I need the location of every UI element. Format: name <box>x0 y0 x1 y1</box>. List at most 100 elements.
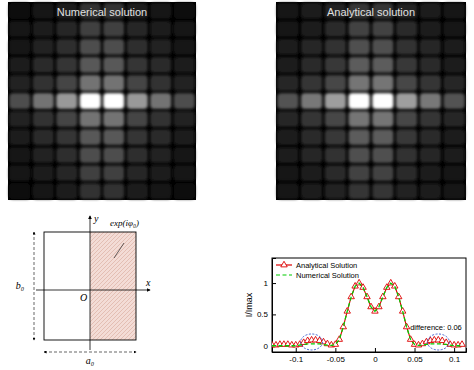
heatmap-cell <box>277 147 298 163</box>
phase-label: exp(iφ₀) <box>110 218 139 228</box>
heatmap-cell <box>174 75 195 91</box>
heatmap-cell <box>9 111 30 127</box>
heatmap-cell <box>80 75 101 91</box>
heatmap-cell <box>174 93 195 109</box>
heatmap-cell <box>9 165 30 181</box>
heatmap-cell <box>443 165 464 181</box>
heatmap-cell <box>150 57 171 73</box>
highlight-ellipse <box>301 334 323 350</box>
legend: Analytical SolutionNumerical Solution <box>276 261 359 280</box>
heatmap-cell <box>150 111 171 127</box>
x-tick-label: -0.05 <box>327 355 346 364</box>
heatmap-cell <box>348 39 369 55</box>
heatmap-cell <box>443 57 464 73</box>
heatmap-cell <box>301 147 322 163</box>
heatmap-cell <box>127 165 148 181</box>
heatmap-cell <box>420 129 441 145</box>
heatmap-cell <box>150 21 171 37</box>
heatmap-cell <box>325 147 346 163</box>
heatmap-cell <box>372 57 393 73</box>
heatmap-cell <box>150 129 171 145</box>
heatmap-cell <box>396 39 417 55</box>
heatmap-cell <box>33 111 54 127</box>
heatmap-cell <box>443 21 464 37</box>
heatmap-cell <box>80 111 101 127</box>
heatmap-cell <box>420 165 441 181</box>
height-label: b₀ <box>16 280 25 291</box>
heatmap-title: Numerical solution <box>57 6 147 18</box>
heatmap: Analytical solution <box>276 2 466 200</box>
heatmap-cell <box>174 183 195 199</box>
y-tick: 1 <box>264 279 276 288</box>
x-tick-label: 0.05 <box>407 355 423 364</box>
heatmap-cell <box>150 147 171 163</box>
phase-pointer <box>114 243 124 258</box>
heatmap-cell <box>277 21 298 37</box>
heatmap-cell <box>372 21 393 37</box>
y-tick-label: 1 <box>264 279 269 288</box>
heatmap-cell <box>325 93 346 109</box>
heatmap-cell <box>348 93 369 109</box>
x-tick: 0.1 <box>449 348 461 364</box>
heatmap-cell <box>277 183 298 199</box>
y-tick-mark <box>272 283 276 284</box>
plot-frame <box>272 258 466 352</box>
heatmap-cell <box>150 93 171 109</box>
heatmap-cell <box>80 93 101 109</box>
heatmap-cell <box>103 57 124 73</box>
annotation: difference: 0.06 <box>410 323 462 332</box>
x-axis-arrow <box>36 290 150 291</box>
aperture-diagram: xyOexp(iφ₀)a₀b₀ <box>16 213 151 366</box>
heatmap-cell <box>127 75 148 91</box>
width-label: a₀ <box>86 355 95 366</box>
heatmap-cell <box>443 75 464 91</box>
heatmap-cell <box>56 93 77 109</box>
y-tick-label: 0 <box>264 342 269 351</box>
figure: Numerical solution Analytical solution -0.… <box>0 0 474 370</box>
heatmap-cell <box>103 183 124 199</box>
heatmap-cell <box>372 93 393 109</box>
y-tick: 0.5 <box>257 310 276 319</box>
y-axis-label: y <box>93 213 99 224</box>
legend-label: Analytical Solution <box>296 261 357 270</box>
heatmap-cell <box>9 93 30 109</box>
heatmap-cell <box>56 183 77 199</box>
y-axis: 00.51 <box>257 259 276 353</box>
heatmap: Numerical solution <box>8 2 196 200</box>
heatmap-cell <box>372 129 393 145</box>
series-marker <box>340 323 346 329</box>
heatmap-cell <box>396 147 417 163</box>
heatmap-cell <box>103 147 124 163</box>
heatmap-cell <box>103 165 124 181</box>
heatmap-cell <box>56 57 77 73</box>
heatmap-cell <box>277 165 298 181</box>
heatmap-cell <box>56 165 77 181</box>
heatmap-cell <box>174 39 195 55</box>
heatmap-cell <box>9 183 30 199</box>
heatmap-cell <box>103 75 124 91</box>
heatmap-cell <box>33 75 54 91</box>
heatmap-cell <box>80 165 101 181</box>
heatmap-cell <box>174 165 195 181</box>
heatmap-cell <box>325 57 346 73</box>
heatmap-cell <box>33 3 54 19</box>
origin-label: O <box>80 292 87 303</box>
heatmap-cell <box>443 111 464 127</box>
heatmap-cell <box>103 129 124 145</box>
heatmap-cell <box>348 129 369 145</box>
heatmap-cell <box>127 21 148 37</box>
x-tick: 0.05 <box>407 348 423 364</box>
heatmap-cell <box>33 39 54 55</box>
heatmap-cell <box>56 147 77 163</box>
heatmap-cell <box>56 129 77 145</box>
heatmap-cell <box>443 39 464 55</box>
heatmap-cell <box>277 93 298 109</box>
heatmap-cell <box>9 75 30 91</box>
heatmap-cell <box>372 75 393 91</box>
heatmap-cell <box>80 183 101 199</box>
heatmap-cell <box>33 183 54 199</box>
heatmap-cell <box>80 39 101 55</box>
heatmap-cell <box>301 75 322 91</box>
y-tick-label: 0.5 <box>257 310 269 319</box>
heatmap-cell <box>325 75 346 91</box>
